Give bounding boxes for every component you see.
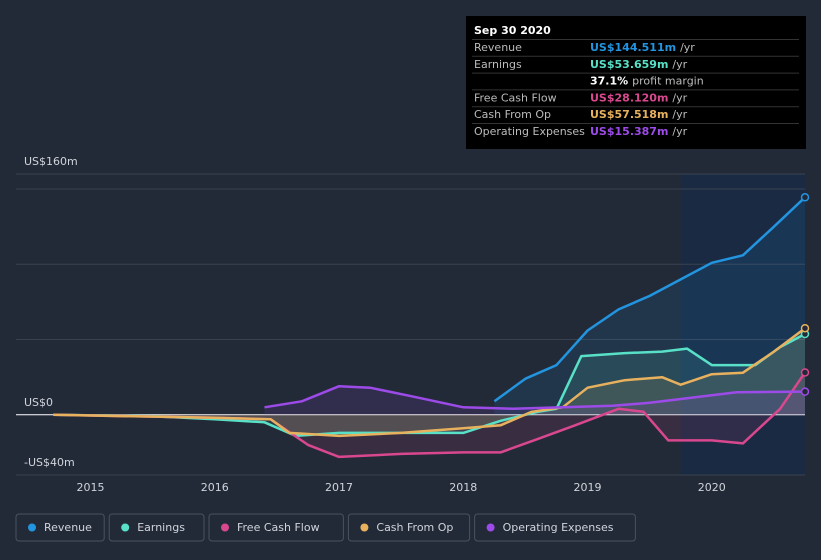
legend-box [347, 513, 471, 542]
x-tick-label: 2016 [201, 481, 229, 494]
legend-item[interactable]: Cash From Op [347, 513, 471, 542]
legend-box [108, 513, 205, 542]
area-fill [494, 197, 805, 415]
y-tick-label: -US$40m [24, 456, 75, 469]
tooltip-label: Earnings [474, 58, 522, 71]
y-tick-label: US$0 [24, 396, 53, 409]
legend-label: Free Cash Flow [237, 521, 320, 534]
end-point [800, 323, 810, 333]
tooltip-box [466, 16, 806, 149]
legend-marker [221, 523, 229, 532]
legend-box [474, 513, 636, 542]
tooltip-value: US$53.659m [590, 58, 668, 71]
tooltip-unit: /yr [672, 125, 687, 138]
x-tick-label: 2017 [325, 481, 353, 494]
legend-item[interactable]: Revenue [15, 513, 105, 542]
legend-marker [360, 523, 369, 532]
legend-marker [121, 523, 130, 532]
tooltip-title: Sep 30 2020 [474, 24, 551, 37]
series-line [53, 327, 806, 438]
end-point [800, 193, 810, 202]
legend-marker [28, 523, 36, 532]
y-tick-label: US$160m [24, 155, 78, 168]
legend-label: Operating Expenses [503, 521, 614, 534]
tooltip-unit: /yr [672, 91, 687, 104]
legend-marker [486, 523, 495, 532]
end-point [800, 368, 810, 377]
tooltip-unit: /yr [672, 58, 687, 71]
tooltip-value: US$144.511m [590, 41, 676, 54]
x-tick-label: 2020 [698, 481, 726, 494]
series-line [264, 384, 806, 411]
tooltip-label: Free Cash Flow [474, 91, 557, 104]
x-tick-label: 2018 [449, 481, 477, 494]
tooltip-label: Revenue [474, 41, 522, 54]
legend-item[interactable]: Operating Expenses [474, 513, 636, 542]
highlight-region [680, 174, 805, 475]
series-line [53, 371, 807, 459]
tooltip-value: US$28.120m [590, 91, 668, 104]
series-line [493, 196, 806, 403]
x-tick-label: 2019 [574, 481, 602, 494]
tooltip-value: US$15.387m [590, 125, 668, 138]
tooltip-value: US$57.518m [590, 108, 668, 121]
tooltip-value: 37.1% [590, 75, 628, 88]
legend-item[interactable]: Earnings [108, 513, 205, 542]
legend-label: Cash From Op [376, 521, 453, 534]
legend-box [15, 513, 105, 542]
tooltip-unit: profit margin [632, 75, 704, 88]
area-fill [53, 372, 806, 457]
end-point [800, 387, 810, 396]
legend-label: Revenue [44, 521, 92, 534]
tooltip-unit: /yr [672, 108, 687, 121]
legend-label: Earnings [137, 521, 185, 534]
legend-item[interactable]: Free Cash Flow [208, 513, 344, 542]
tooltip-label: Cash From Op [474, 108, 551, 121]
x-tick-label: 2015 [77, 481, 105, 494]
tooltip-unit: /yr [680, 41, 695, 54]
tooltip-label: Operating Expenses [474, 125, 585, 138]
area-fill [264, 386, 805, 415]
legend-box [208, 513, 344, 542]
